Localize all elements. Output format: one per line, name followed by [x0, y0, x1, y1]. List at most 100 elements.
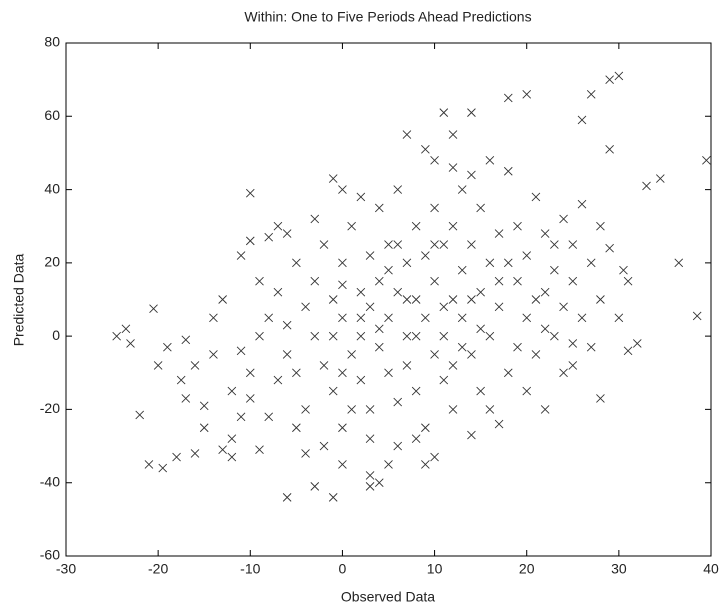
- point: [190, 449, 200, 458]
- point: [467, 430, 476, 440]
- point: [568, 339, 578, 348]
- point: [301, 449, 310, 458]
- point: [513, 342, 522, 352]
- point: [421, 313, 430, 323]
- point: [402, 361, 412, 370]
- point: [550, 331, 559, 341]
- point: [338, 313, 347, 323]
- point: [421, 423, 430, 433]
- point: [421, 144, 430, 154]
- chart-title: Within: One to Five Periods Ahead Predic…: [244, 9, 531, 25]
- point: [236, 251, 246, 260]
- point: [656, 174, 665, 183]
- point: [411, 331, 421, 341]
- point: [374, 203, 384, 213]
- point: [135, 410, 145, 420]
- point: [163, 342, 172, 352]
- point: [430, 203, 439, 213]
- point: [338, 258, 347, 268]
- x-axis-label: Observed Data: [341, 589, 435, 605]
- point: [292, 258, 301, 268]
- point: [494, 302, 504, 312]
- point: [374, 276, 384, 286]
- point: [338, 368, 347, 378]
- point: [255, 276, 264, 286]
- point: [393, 441, 403, 451]
- point: [328, 174, 338, 183]
- point: [236, 346, 246, 356]
- point: [181, 394, 191, 403]
- point: [448, 405, 458, 414]
- point: [338, 423, 347, 433]
- point: [158, 463, 168, 473]
- point: [439, 240, 449, 249]
- point: [586, 342, 596, 352]
- point: [439, 302, 449, 312]
- point: [503, 258, 513, 268]
- point: [172, 452, 181, 462]
- point: [411, 221, 421, 231]
- point: [319, 240, 329, 249]
- point: [485, 405, 495, 414]
- point: [126, 339, 135, 348]
- point: [328, 386, 338, 396]
- point: [596, 394, 605, 403]
- point: [467, 108, 476, 117]
- point: [402, 130, 412, 139]
- point: [393, 240, 403, 249]
- point: [467, 350, 476, 359]
- point: [439, 108, 449, 117]
- point: [338, 185, 347, 194]
- point: [402, 295, 412, 304]
- point: [356, 192, 366, 202]
- point: [199, 401, 209, 411]
- point: [365, 482, 375, 491]
- point: [393, 185, 403, 194]
- point: [384, 265, 393, 275]
- point: [245, 188, 255, 198]
- point: [328, 493, 338, 502]
- point: [328, 331, 338, 341]
- point: [467, 170, 476, 180]
- point: [245, 368, 255, 378]
- point: [374, 342, 384, 352]
- point: [476, 386, 485, 396]
- point: [596, 221, 605, 231]
- point: [522, 313, 532, 323]
- y-tick-label: 20: [44, 254, 60, 270]
- point: [430, 276, 439, 286]
- point: [310, 214, 320, 224]
- point: [218, 295, 227, 304]
- point: [430, 452, 439, 462]
- point: [476, 203, 485, 213]
- point: [282, 229, 292, 238]
- y-axis-label: Predicted Data: [11, 253, 27, 346]
- point: [457, 265, 467, 275]
- y-tick-label: 0: [52, 327, 60, 343]
- point: [264, 313, 274, 323]
- point: [619, 265, 628, 275]
- point: [596, 295, 605, 304]
- point: [402, 258, 412, 268]
- point: [282, 350, 292, 359]
- point: [513, 221, 522, 231]
- x-tick-label: 10: [427, 561, 443, 577]
- point: [522, 386, 532, 396]
- point: [144, 460, 154, 469]
- point: [411, 295, 421, 304]
- point: [310, 331, 320, 341]
- point: [365, 251, 375, 260]
- point: [559, 368, 568, 378]
- point: [448, 221, 458, 231]
- point: [605, 75, 614, 84]
- point: [347, 221, 356, 231]
- point: [218, 445, 227, 455]
- point: [577, 115, 587, 125]
- point: [439, 375, 449, 385]
- y-tick-label: 40: [44, 180, 60, 196]
- point: [559, 214, 568, 224]
- point: [393, 397, 403, 407]
- y-tick-label: -40: [40, 473, 60, 489]
